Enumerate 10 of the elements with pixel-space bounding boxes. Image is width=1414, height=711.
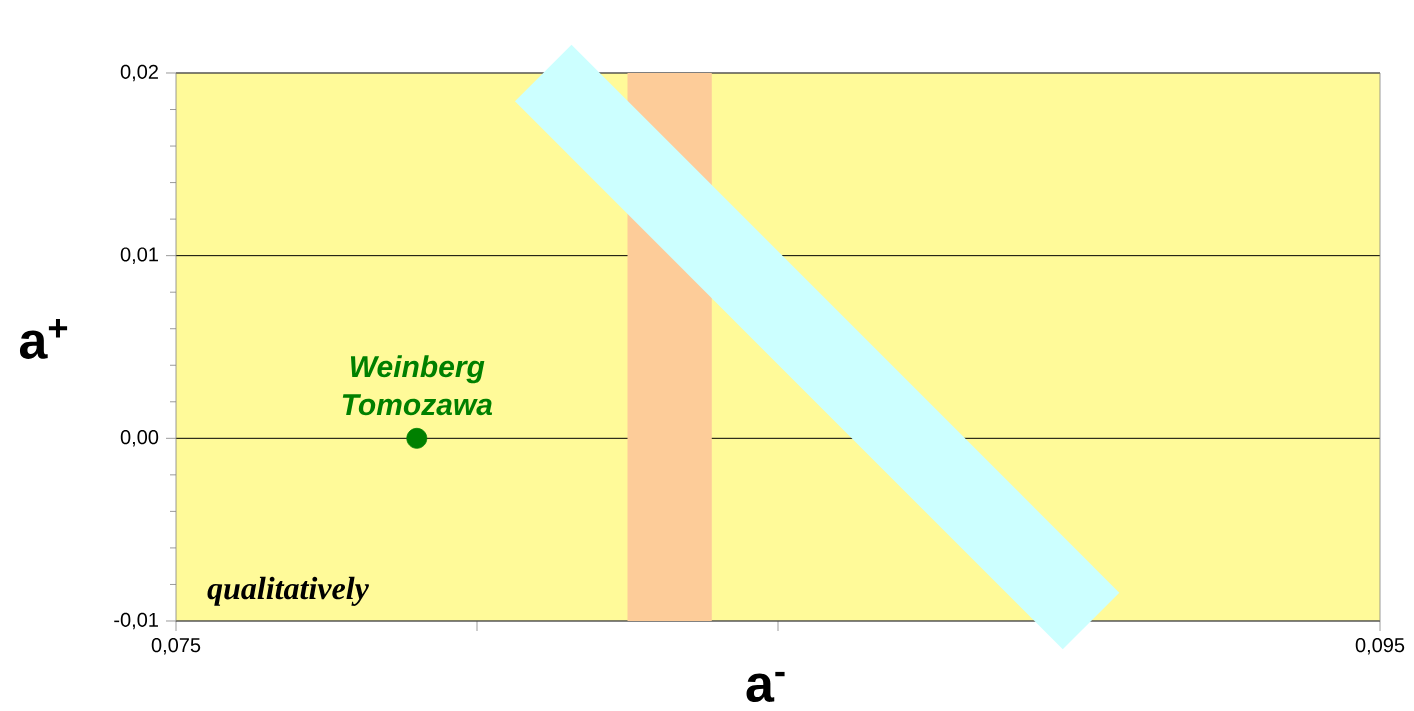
y-tick-label: 0,00 <box>120 430 159 447</box>
x-tick-label: 0,095 <box>1355 638 1405 655</box>
y-axis-title: a$^{+}$ <box>19 319 68 359</box>
annotation: qualitatively <box>207 576 369 606</box>
y-tick-label: -0,01 <box>114 612 158 630</box>
y-tick-label: 0,01 <box>120 247 158 264</box>
x-axis-title: a$^{-}$ <box>746 671 785 703</box>
y-tick-label: 0,02 <box>120 64 158 82</box>
series-label: Weinberg Tomozawa <box>342 355 493 416</box>
x-tick-label: 0,075 <box>151 638 201 655</box>
